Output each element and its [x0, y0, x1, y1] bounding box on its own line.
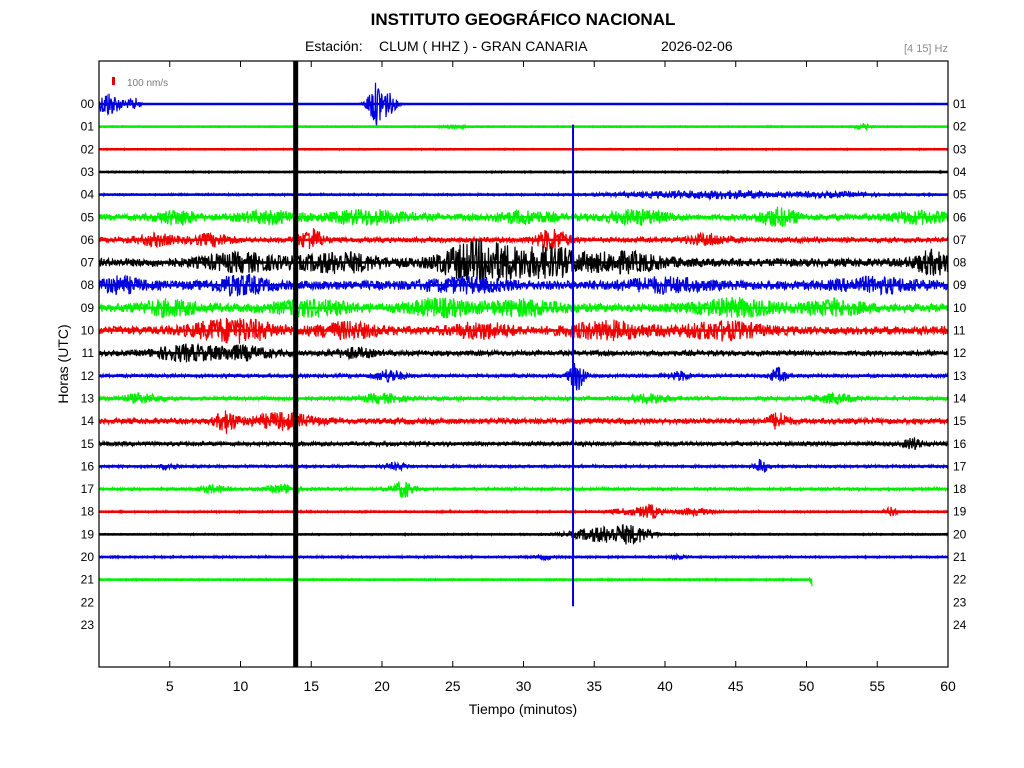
x-tick-label: 25	[445, 678, 461, 694]
right-hour-label: 13	[953, 369, 967, 383]
right-hour-label: 23	[953, 595, 967, 609]
x-tick-label: 60	[940, 678, 956, 694]
left-hour-label: 07	[81, 256, 95, 270]
trace-09	[98, 297, 949, 319]
left-hour-label: 16	[81, 459, 95, 473]
x-tick-label: 50	[799, 678, 815, 694]
right-hour-labels: 01 02 03 04 05 06 07 08 09 10 11 12 13 14 15 16 17 18 19 20…	[953, 97, 967, 632]
left-hour-label: 15	[81, 437, 95, 451]
trace-11	[98, 342, 949, 363]
left-hour-label: 09	[81, 301, 95, 315]
right-hour-label: 11	[953, 324, 966, 338]
right-hour-label: 10	[953, 301, 967, 315]
plot-frame	[98, 60, 949, 668]
trace-07	[98, 238, 949, 283]
right-hour-label: 15	[953, 414, 967, 428]
event-spike-large-earthquake	[293, 61, 299, 667]
left-hour-label: 04	[81, 188, 95, 202]
event-spikes	[293, 61, 575, 667]
x-axis-ticks: 5 10 15 20 25 30 35 40 45 50 55 60	[166, 61, 956, 694]
trace-10	[98, 317, 949, 344]
right-hour-label: 14	[953, 391, 967, 405]
left-hour-label: 00	[81, 97, 95, 111]
right-hour-label: 20	[953, 527, 967, 541]
trace-08	[98, 273, 949, 297]
left-hour-label: 03	[81, 165, 95, 179]
right-hour-label: 06	[953, 210, 967, 224]
x-tick-label: 45	[728, 678, 744, 694]
left-hour-labels: 00 01 02 03 04 05 06 07 08 09 10 11 12 13 14 15 16 17 18 19…	[81, 97, 95, 632]
x-axis-label: Tiempo (minutos)	[469, 701, 577, 717]
right-hour-label: 22	[953, 573, 967, 587]
left-hour-label: 14	[81, 414, 95, 428]
left-hour-label: 18	[81, 505, 95, 519]
left-hour-label: 23	[81, 618, 95, 632]
right-hour-label: 21	[953, 550, 967, 564]
left-hour-label: 01	[81, 120, 95, 134]
left-hour-label: 19	[81, 527, 95, 541]
right-hour-label: 04	[953, 165, 967, 179]
right-hour-label: 19	[953, 505, 967, 519]
right-hour-label: 02	[953, 120, 967, 134]
right-hour-label: 08	[953, 256, 967, 270]
left-hour-label: 06	[81, 233, 95, 247]
x-tick-label: 10	[233, 678, 249, 694]
filter-band: [4 15] Hz	[904, 43, 948, 55]
chart-title: INSTITUTO GEOGRÁFICO NACIONAL	[371, 10, 676, 29]
scale-bar: 100 nm/s	[112, 77, 168, 89]
left-hour-label: 17	[81, 482, 95, 496]
x-tick-label: 15	[303, 678, 319, 694]
right-hour-label: 03	[953, 142, 967, 156]
record-date: 2026-02-06	[661, 38, 733, 54]
seismic-traces	[98, 82, 949, 587]
left-hour-label: 05	[81, 210, 95, 224]
left-hour-label: 08	[81, 278, 95, 292]
right-hour-label: 18	[953, 482, 967, 496]
left-hour-label: 20	[81, 550, 95, 564]
right-hour-label: 05	[953, 188, 967, 202]
right-hour-label: 01	[953, 97, 967, 111]
station-name: CLUM ( HHZ ) - GRAN CANARIA	[379, 38, 588, 54]
scale-bar-mark	[112, 77, 115, 85]
x-tick-label: 5	[166, 678, 174, 694]
station-prefix: Estación:	[305, 38, 363, 54]
left-hour-label: 11	[82, 346, 95, 360]
right-hour-label: 16	[953, 437, 967, 451]
x-tick-label: 40	[657, 678, 673, 694]
right-hour-label: 24	[953, 618, 967, 632]
left-hour-label: 13	[81, 391, 95, 405]
left-hour-label: 12	[81, 369, 95, 383]
right-hour-label: 07	[953, 233, 967, 247]
left-hour-label: 21	[81, 573, 95, 587]
left-hour-label: 22	[81, 595, 95, 609]
y-axis-label: Horas (UTC)	[55, 324, 71, 403]
left-hour-label: 02	[81, 142, 95, 156]
x-tick-label: 55	[869, 678, 885, 694]
right-hour-label: 09	[953, 278, 967, 292]
x-tick-label: 20	[374, 678, 390, 694]
left-hour-label: 10	[81, 324, 95, 338]
right-hour-label: 12	[953, 346, 967, 360]
scale-bar-label: 100 nm/s	[127, 78, 168, 89]
right-hour-label: 17	[953, 459, 967, 473]
x-tick-label: 30	[516, 678, 532, 694]
x-tick-label: 35	[586, 678, 602, 694]
event-spike-earthquake	[572, 124, 575, 607]
